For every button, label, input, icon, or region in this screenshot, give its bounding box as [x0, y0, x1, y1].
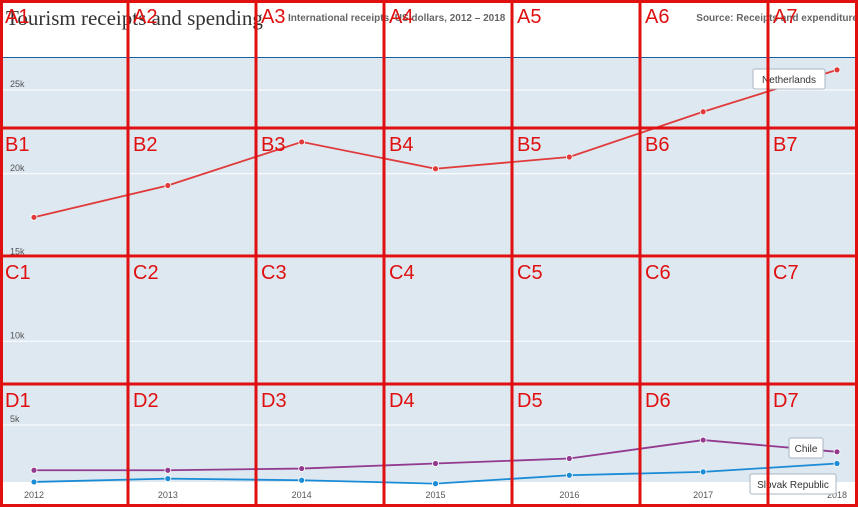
- x-tick-label: 2018: [827, 490, 847, 500]
- data-point: [432, 165, 439, 173]
- series-label: Netherlands: [762, 75, 816, 86]
- data-point: [432, 480, 439, 488]
- x-axis-ticks: 2012 2013 2014 2015 2016 2017 2018: [24, 490, 847, 500]
- y-tick-label: 10k: [10, 330, 25, 340]
- data-point: [298, 476, 306, 484]
- x-tick-label: 2017: [693, 490, 713, 500]
- data-point: [30, 478, 38, 486]
- series-label: Slovak Republic: [757, 480, 829, 491]
- data-point: [833, 66, 841, 74]
- chart-source: Source: Receipts and expenditure: [696, 13, 858, 24]
- series-labels: Netherlands Chile Slovak Republic: [749, 68, 837, 495]
- data-point: [565, 471, 573, 479]
- data-point: [432, 460, 439, 467]
- data-point: [164, 475, 172, 483]
- y-tick-label: 25k: [10, 79, 25, 89]
- y-tick-label: 20k: [10, 163, 25, 173]
- x-tick-label: 2014: [292, 490, 312, 500]
- x-tick-label: 2013: [158, 490, 178, 500]
- data-point: [164, 466, 172, 474]
- chart-header: Tourism receipts and spending Internatio…: [0, 0, 858, 57]
- data-point: [699, 468, 707, 476]
- data-point: [833, 460, 841, 467]
- series-label-box: [752, 68, 826, 90]
- data-point: [565, 455, 573, 462]
- plot-background: [0, 58, 858, 482]
- x-tick-label: 2015: [425, 490, 445, 500]
- data-point: [699, 108, 707, 116]
- chart-subtitle: International receipts, US dollars, 2012…: [288, 13, 506, 24]
- series-label-box: [749, 473, 837, 495]
- x-tick-label: 2016: [559, 490, 579, 500]
- y-gridlines: [0, 89, 858, 426]
- y-axis-ticks: 5k 10k 15k 20k 25k: [10, 79, 25, 424]
- data-point: [833, 448, 841, 456]
- series-label: Chile: [795, 444, 818, 455]
- y-tick-label: 15k: [10, 247, 25, 257]
- data-point: [298, 465, 306, 472]
- data-point: [565, 153, 573, 161]
- series-label-box: [788, 437, 824, 459]
- header-divider: [0, 57, 858, 58]
- series-layer: [30, 66, 841, 488]
- x-tick-label: 2012: [24, 490, 44, 500]
- data-point: [298, 138, 306, 146]
- data-point: [30, 466, 38, 474]
- data-point: [699, 436, 707, 444]
- chart-title: Tourism receipts and spending: [6, 6, 263, 30]
- data-point: [30, 213, 38, 221]
- data-point: [164, 182, 172, 189]
- y-tick-label: 5k: [10, 414, 20, 424]
